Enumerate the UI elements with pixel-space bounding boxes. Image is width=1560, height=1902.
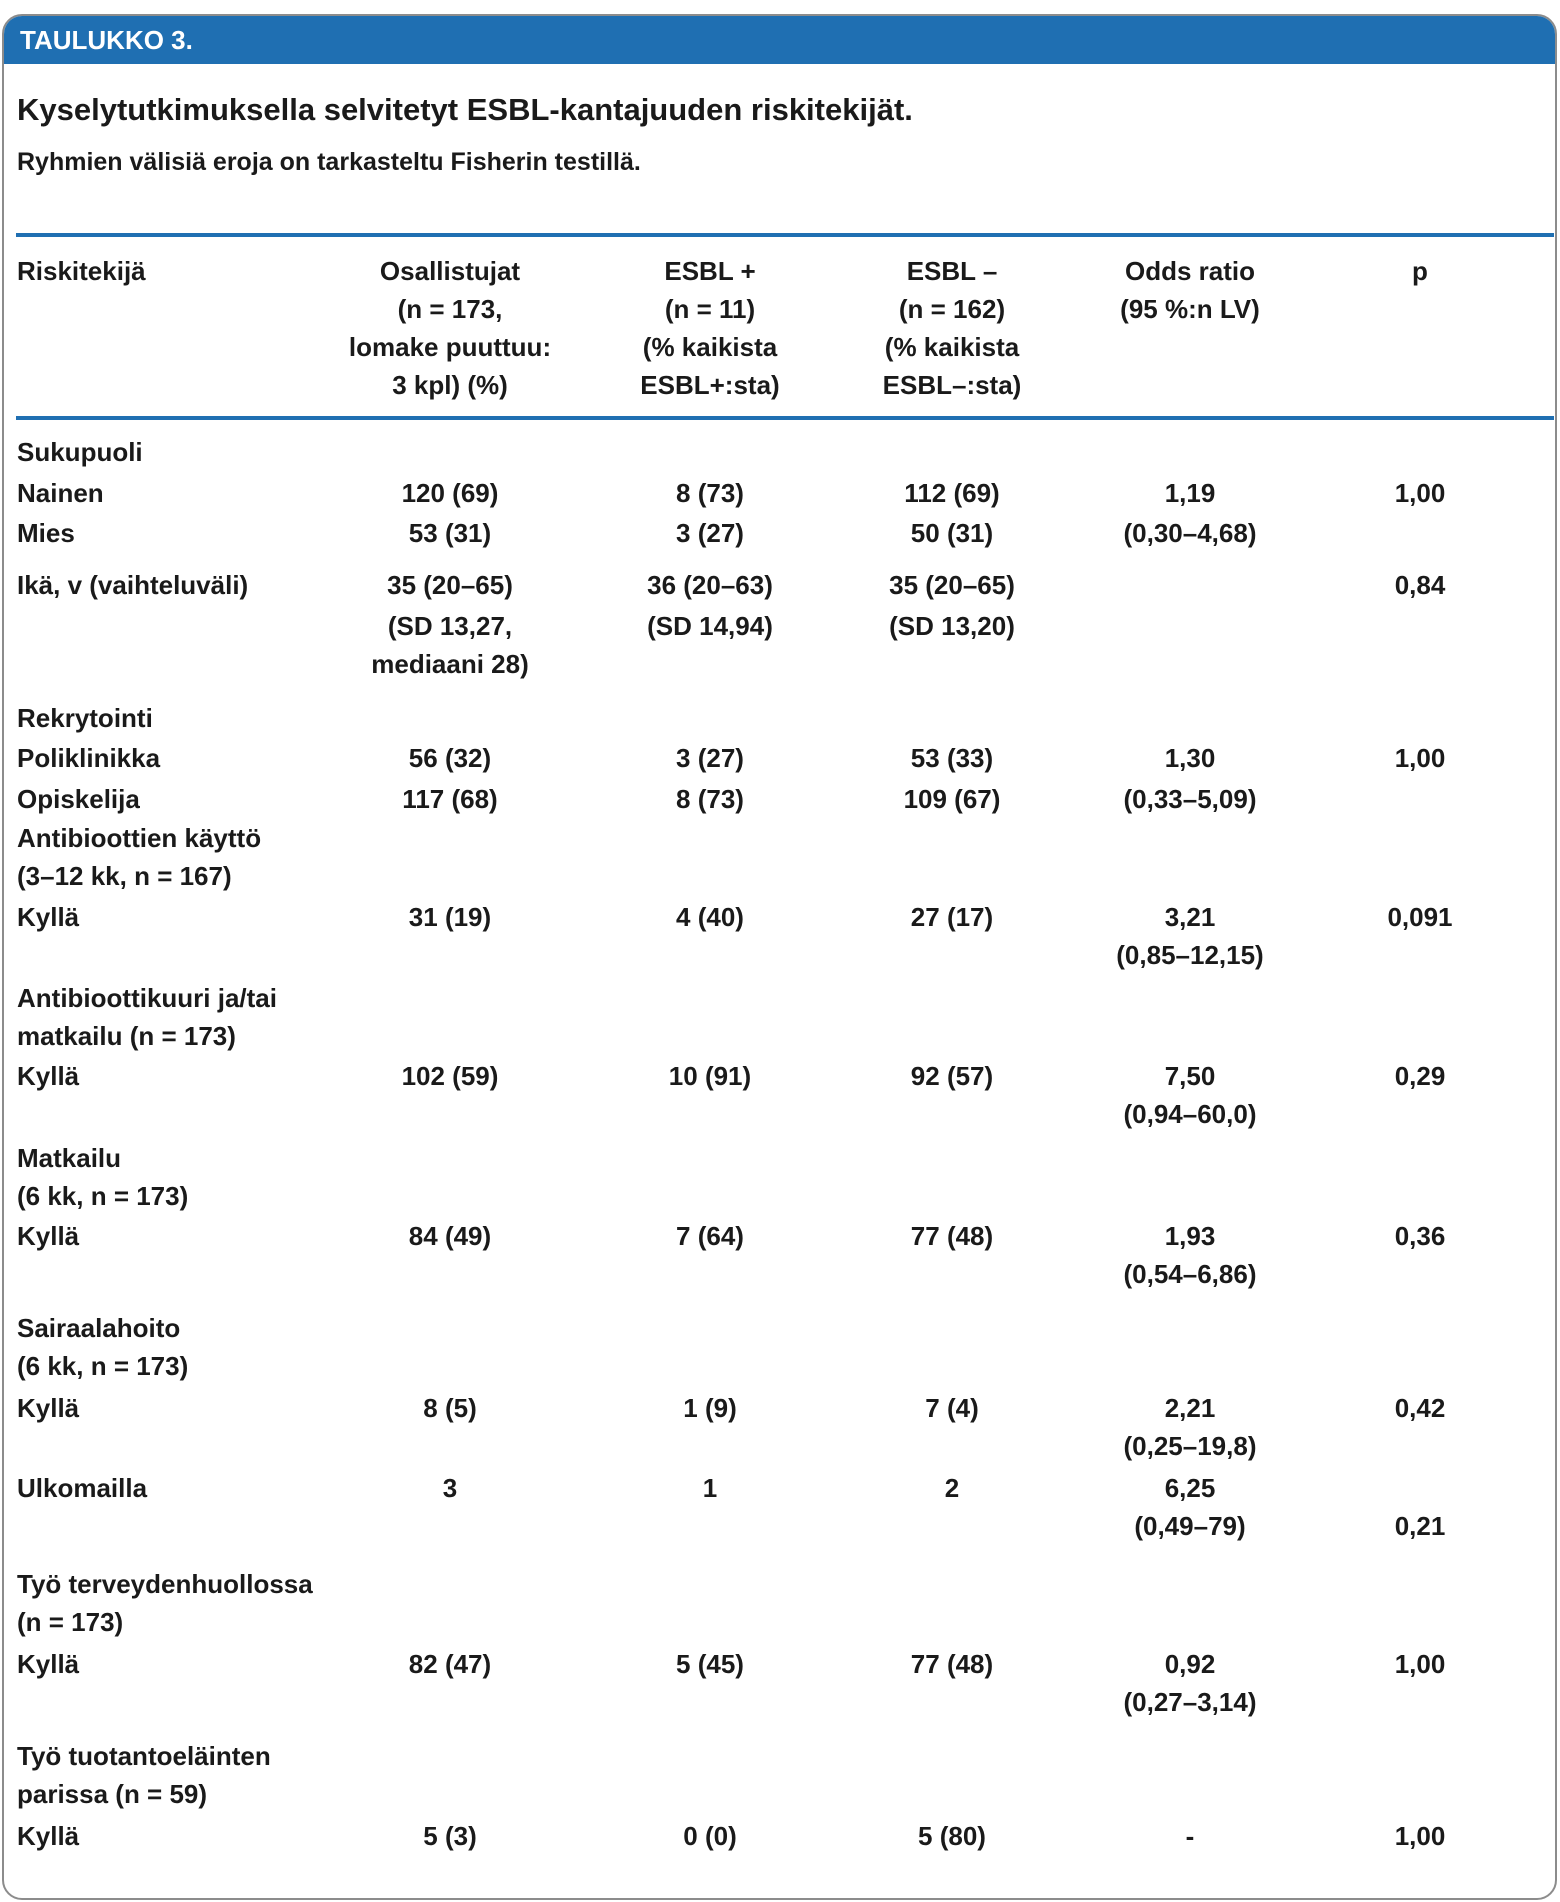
table-cell: 102 (59) — [401, 1061, 499, 1091]
column-header: Osallistujat (n = 173, lomake puuttuu: 3… — [348, 256, 552, 400]
table-cell: 112 (69) — [904, 478, 1000, 508]
table-cell: 2,21 (0,25–19,8) — [1123, 1393, 1257, 1461]
table-cell: 1,30 — [1164, 743, 1216, 773]
table-card: TAULUKKO 3. — [2, 14, 1557, 1900]
table-cell: 84 (49) — [408, 1221, 492, 1251]
table-cell: 1,93 (0,54–6,86) — [1123, 1221, 1257, 1289]
table-cell: 8 (5) — [423, 1393, 477, 1423]
table-cell: 53 (33) — [910, 743, 994, 773]
table-cell: 92 (57) — [910, 1061, 994, 1091]
table-cell: 3,21 (0,85–12,15) — [1116, 902, 1264, 970]
table-cell: 0,92 (0,27–3,14) — [1123, 1649, 1257, 1717]
column-header: Odds ratio (95 %:n LV) — [1120, 256, 1260, 324]
row-label: Työ terveydenhuollossa (n = 173) — [17, 1569, 313, 1637]
row-label: Antibioottien käyttö (3–12 kk, n = 167) — [17, 823, 262, 891]
table-cell: 82 (47) — [408, 1649, 492, 1679]
table-cell: (SD 14,94) — [647, 611, 773, 641]
row-label: Poliklinikka — [17, 743, 161, 773]
table-cell: 1 — [702, 1473, 718, 1503]
column-header: p — [1412, 256, 1428, 286]
table-cell: 0,36 — [1394, 1221, 1446, 1251]
row-label: Kyllä — [17, 902, 80, 932]
row-label: Sukupuoli — [17, 437, 143, 467]
table-cell: (SD 13,20) — [889, 611, 1015, 641]
table-cell: 8 (73) — [676, 784, 744, 814]
table-cell: 77 (48) — [910, 1649, 994, 1679]
table-cell: 0,42 — [1394, 1393, 1446, 1423]
row-label: Rekrytointi — [17, 703, 153, 733]
table-cell: 6,25 (0,49–79) — [1134, 1473, 1246, 1541]
column-header: ESBL + (n = 11) (% kaikista ESBL+:sta) — [640, 256, 780, 400]
row-label: Kyllä — [17, 1061, 80, 1091]
table-cell: 8 (73) — [676, 478, 744, 508]
table-cell: 35 (20–65) — [889, 570, 1015, 600]
row-label: Kyllä — [17, 1821, 80, 1851]
row-label: Opiskelija — [17, 784, 140, 814]
table-cell: 2 — [944, 1473, 960, 1503]
table-cell: 1,00 — [1394, 743, 1446, 773]
table-cell: 0,29 — [1394, 1061, 1446, 1091]
table-cell: (SD 13,27, mediaani 28) — [371, 611, 529, 679]
table-cell: 31 (19) — [408, 902, 492, 932]
table-cell: (0,30–4,68) — [1123, 518, 1257, 548]
row-label: Kyllä — [17, 1393, 80, 1423]
table-cell: 53 (31) — [408, 518, 492, 548]
table-subtitle: Ryhmien välisiä eroja on tarkasteltu Fis… — [17, 148, 641, 176]
table-cell: 0,84 — [1394, 570, 1446, 600]
table-cell: 7 (64) — [676, 1221, 744, 1251]
column-header: ESBL – (n = 162) (% kaikista ESBL–:sta) — [882, 256, 1022, 400]
table-cell: 50 (31) — [910, 518, 994, 548]
table-cell: 77 (48) — [910, 1221, 994, 1251]
table-cell: 0,21 — [1394, 1511, 1446, 1541]
table-cell: 27 (17) — [910, 902, 994, 932]
table-cell: 0,091 — [1387, 902, 1453, 932]
table-cell: 5 (80) — [918, 1821, 986, 1851]
table-cell: 5 (45) — [676, 1649, 744, 1679]
table-cell: (0,33–5,09) — [1123, 784, 1257, 814]
table-cell: 36 (20–63) — [647, 570, 773, 600]
row-label: Matkailu (6 kk, n = 173) — [17, 1143, 189, 1211]
table-cell: 7 (4) — [925, 1393, 979, 1423]
table-cell: 35 (20–65) — [387, 570, 513, 600]
table-cell: 56 (32) — [408, 743, 492, 773]
table-cell: 1,00 — [1394, 1821, 1446, 1851]
header-top-rule — [16, 233, 1554, 237]
table-cell: 117 (68) — [402, 784, 498, 814]
table-cell: 3 — [442, 1473, 458, 1503]
row-label: Antibioottikuuri ja/tai matkailu (n = 17… — [17, 983, 277, 1051]
row-label: Kyllä — [17, 1649, 80, 1679]
table-cell: 3 (27) — [676, 518, 744, 548]
table-cell: 120 (69) — [401, 478, 499, 508]
table-title: Kyselytutkimuksella selvitetyt ESBL-kant… — [17, 92, 913, 127]
table-cell: 0 (0) — [683, 1821, 737, 1851]
table-cell: 10 (91) — [668, 1061, 752, 1091]
table-cell: 109 (67) — [903, 784, 1001, 814]
table-cell: 1,00 — [1394, 1649, 1446, 1679]
table-cell: 1,19 — [1164, 478, 1216, 508]
row-label: Mies — [17, 518, 75, 548]
table-cell: 5 (3) — [423, 1821, 477, 1851]
table-cell: 1 (9) — [683, 1393, 737, 1423]
row-label: Sairaalahoito (6 kk, n = 173) — [17, 1313, 189, 1381]
table-banner: TAULUKKO 3. — [4, 16, 1555, 64]
table-cell: 1,00 — [1394, 478, 1446, 508]
row-label: Nainen — [17, 478, 104, 508]
table-cell: 3 (27) — [676, 743, 744, 773]
row-label: Ikä, v (vaihteluväli) — [17, 570, 249, 600]
row-label: Työ tuotantoeläinten parissa (n = 59) — [17, 1741, 271, 1809]
column-header: Riskitekijä — [17, 256, 146, 286]
row-label: Ulkomailla — [17, 1473, 148, 1503]
row-label: Kyllä — [17, 1221, 80, 1251]
table-cell: 7,50 (0,94–60,0) — [1123, 1061, 1257, 1129]
table-cell: - — [1185, 1821, 1195, 1851]
header-bottom-rule — [16, 416, 1554, 420]
table-cell: 4 (40) — [676, 902, 744, 932]
